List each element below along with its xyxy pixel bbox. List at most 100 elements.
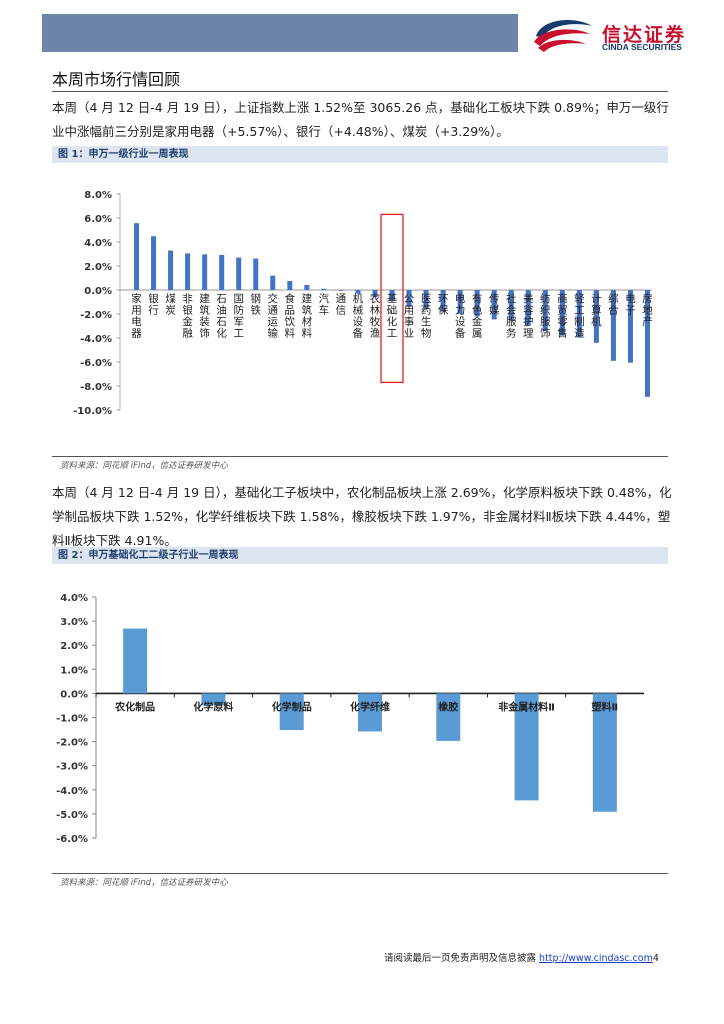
- bar: [304, 284, 310, 290]
- bar: [406, 290, 412, 307]
- bar: [525, 290, 531, 326]
- x-tick-label: 农化制品: [114, 700, 155, 713]
- x-tick-label: 石油石化: [216, 293, 227, 340]
- bar: [491, 290, 497, 320]
- bar: [201, 693, 226, 705]
- logo-en-text: CINDA SECURITIES: [602, 42, 682, 52]
- footer: 请阅读最后一页免责声明及信息披露 http://www.cindasc.com4: [384, 950, 659, 964]
- paragraph-1: 本周（4 月 12 日-4 月 19 日），上证指数上涨 1.52%至 3065…: [52, 100, 669, 139]
- bar: [627, 290, 633, 363]
- bar: [440, 290, 446, 312]
- page-number: 4: [652, 953, 659, 964]
- x-tick-label: 非金属材料Ⅱ: [498, 700, 555, 713]
- chart-2: 4.0% 3.0% 2.0% 1.0% 0.0% -1.0% -2.0% -3.0% -4.0%…: [56, 593, 644, 845]
- x-tick-label: 电力设备: [455, 292, 466, 340]
- x-tick-label: 塑料Ⅱ: [592, 700, 619, 713]
- y-tick-label: -5.0%: [56, 810, 88, 821]
- x-tick-label: 环保: [438, 293, 449, 317]
- bar: [358, 693, 382, 732]
- y-tick-label: 3.0%: [60, 617, 88, 628]
- x-tick-label: 非银金融: [182, 293, 193, 340]
- x-tick-label: 通信: [336, 293, 347, 317]
- x-tick-label: 机械设备: [353, 292, 364, 340]
- bar: [372, 290, 378, 298]
- bar: [134, 223, 140, 290]
- y-tick-label: 1.0%: [60, 665, 88, 676]
- x-tick-label: 轻工制造: [574, 292, 585, 340]
- bar: [185, 253, 191, 290]
- chart-1: 8.0% 6.0% 4.0% 2.0% 0.0% -2.0% -4.0% -6.0% -8.0%…: [73, 190, 653, 417]
- figure-1-title: 图 1：申万一级行业一周表现: [52, 146, 668, 163]
- x-tick-label: 银行: [148, 292, 159, 317]
- x-tick-label: 家用电器: [131, 292, 142, 340]
- bar: [559, 290, 565, 336]
- y-tick-label: 6.0%: [84, 214, 112, 225]
- highlight-box: [380, 213, 404, 384]
- bar: [338, 290, 344, 291]
- x-tick-label: 化学原料: [193, 700, 233, 713]
- bar: [219, 254, 225, 290]
- x-tick-label: 房地产: [642, 292, 653, 328]
- bar: [576, 290, 582, 338]
- bar: [253, 258, 259, 290]
- x-tick-label: 公用事业: [404, 293, 415, 340]
- y-tick-label: -3.0%: [56, 762, 88, 773]
- x-tick-label: 钢铁: [250, 292, 261, 317]
- footer-disclaimer: 请阅读最后一页免责声明及信息披露: [384, 953, 537, 964]
- x-tick-label: 美容护理: [523, 292, 534, 340]
- figure-2-title: 图 2：申万基础化工二级子行业一周表现: [52, 547, 668, 564]
- bar: [389, 290, 395, 301]
- bar: [610, 290, 616, 361]
- x-tick-label: 电子: [625, 292, 636, 317]
- y-tick-label: -4.0%: [56, 786, 88, 797]
- bar: [436, 693, 461, 741]
- x-tick-label: 计算机: [591, 292, 602, 328]
- logo-mark-icon: [534, 20, 592, 52]
- x-tick-label: 纺织服饰: [540, 292, 551, 340]
- bar: [423, 290, 429, 310]
- bar: [474, 290, 480, 317]
- bar: [457, 290, 463, 314]
- bar: [355, 290, 361, 294]
- bar: [514, 693, 539, 801]
- bar: [236, 257, 242, 290]
- figure-1-bottom-rule: [52, 456, 668, 457]
- figure-2-source: 资料来源：同花顺 iFind，信达证券研发中心: [60, 878, 228, 888]
- bar: [270, 275, 276, 290]
- y-tick-label: -4.0%: [80, 334, 112, 345]
- x-tick-label: 商贸零售: [557, 292, 568, 340]
- x-tick-label: 汽车: [319, 292, 330, 317]
- bar: [593, 290, 599, 343]
- y-tick-label: -6.0%: [56, 834, 88, 845]
- bar: [202, 254, 208, 290]
- y-tick-label: -6.0%: [80, 358, 112, 369]
- section-title: 本周市场行情回顾: [52, 70, 181, 89]
- x-tick-label: 综合: [608, 292, 619, 317]
- y-tick-label: 2.0%: [84, 262, 112, 273]
- x-tick-label: 社会服务: [506, 292, 517, 340]
- bar: [542, 290, 548, 331]
- bar: [321, 288, 327, 290]
- bar: [644, 290, 650, 397]
- x-tick-label: 食品饮料: [285, 292, 296, 340]
- y-tick-label: 0.0%: [60, 689, 88, 700]
- bar: [592, 693, 617, 812]
- cinda-logo: 信达证券 CINDA SECURITIES: [532, 14, 712, 56]
- y-tick-label: -1.0%: [56, 714, 88, 725]
- bar: [151, 236, 157, 290]
- x-tick-label: 煤炭: [165, 292, 176, 317]
- x-tick-label: 建筑材料: [302, 292, 313, 340]
- footer-link[interactable]: http://www.cindasc.com: [539, 953, 653, 964]
- paragraph-2: 本周（4 月 12 日-4 月 19 日），基础化工子板块中，农化制品板块上涨 …: [52, 485, 672, 548]
- x-tick-label: 基础化工: [387, 292, 398, 340]
- y-tick-label: 0.0%: [84, 286, 112, 297]
- bar: [123, 628, 148, 694]
- section-divider: [52, 91, 668, 92]
- y-tick-label: -2.0%: [80, 310, 112, 321]
- y-tick-label: -10.0%: [73, 406, 112, 417]
- y-tick-label: 4.0%: [60, 593, 88, 604]
- x-tick-label: 国防军工: [233, 293, 244, 340]
- x-tick-label: 化学纤维: [350, 700, 390, 713]
- x-tick-label: 有色金属: [472, 292, 483, 340]
- figure-1-source: 资料来源：同花顺 iFind，信达证券研发中心: [60, 461, 228, 471]
